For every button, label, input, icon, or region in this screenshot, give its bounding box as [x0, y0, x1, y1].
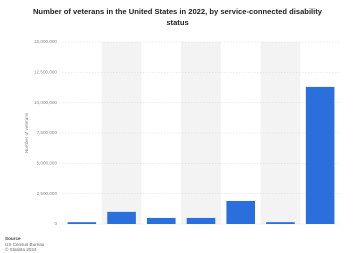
bar: [146, 217, 176, 224]
bar: [67, 222, 97, 224]
chart-title: Number of veterans in the United States …: [32, 7, 323, 27]
bar: [266, 222, 295, 224]
y-tick-label: 7,500,000: [37, 130, 58, 135]
y-tick-label: 12,500,000: [34, 70, 57, 75]
y-tick-label: 0: [54, 221, 57, 226]
source-line: US Census Bureau: [5, 241, 45, 247]
bar: [226, 200, 256, 224]
bar: [107, 211, 136, 224]
y-tick-label: 15,000,000: [34, 39, 57, 44]
source: Source US Census Bureau © Statista 2024: [5, 236, 44, 253]
source-line: © Statista 2024: [5, 247, 37, 253]
y-tick-label: 5,000,000: [37, 161, 58, 166]
y-tick-label: 10,000,000: [34, 100, 57, 105]
bar: [186, 217, 216, 224]
y-tick-label: 2,500,000: [37, 191, 58, 196]
source-heading: Source: [5, 236, 21, 241]
bar: [305, 86, 335, 224]
y-axis-label: Number of veterans: [24, 112, 29, 153]
